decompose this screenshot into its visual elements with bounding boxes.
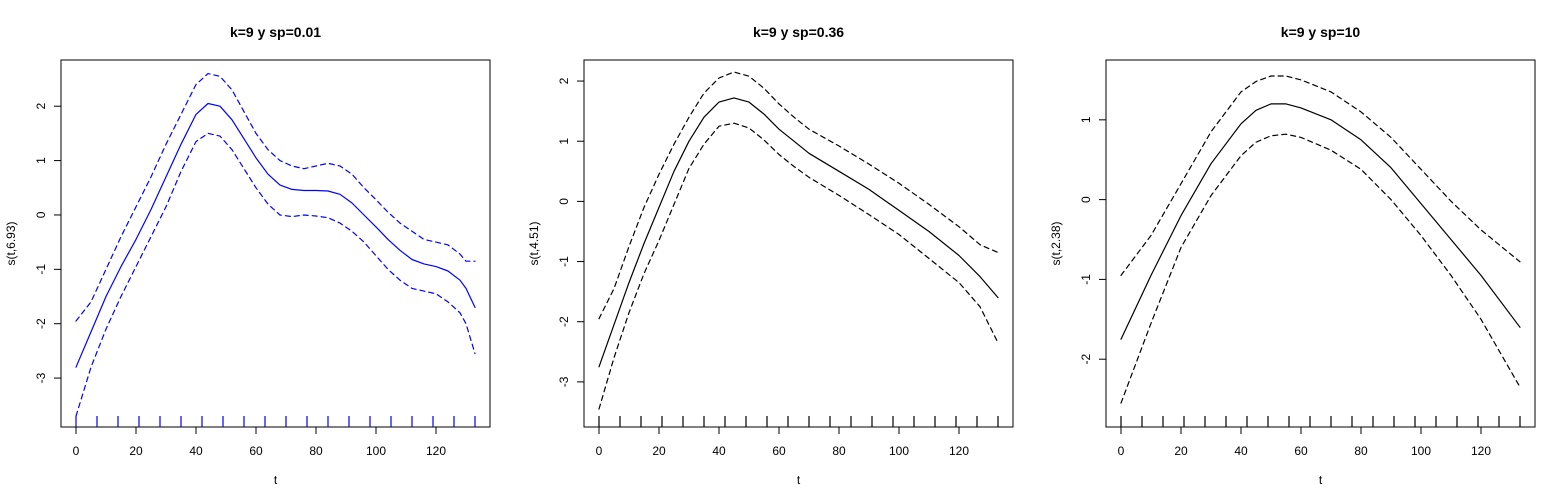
y-tick-label: -1 bbox=[557, 256, 571, 267]
y-tick-label: -1 bbox=[1079, 274, 1093, 285]
y-tick-label: 1 bbox=[34, 157, 48, 164]
x-axis-label: t bbox=[1319, 473, 1323, 487]
y-tick-label: 2 bbox=[557, 77, 571, 84]
x-tick-label: 60 bbox=[1294, 444, 1308, 458]
confidence-band-line bbox=[1120, 75, 1521, 276]
x-tick-label: 120 bbox=[426, 444, 446, 458]
x-tick-label: 20 bbox=[652, 444, 666, 458]
y-tick-label: -3 bbox=[34, 372, 48, 383]
y-tick-label: -2 bbox=[557, 316, 571, 327]
x-tick-label: 120 bbox=[949, 444, 969, 458]
x-tick-label: 80 bbox=[832, 444, 846, 458]
y-tick-label: 1 bbox=[557, 138, 571, 145]
chart-title: k=9 y sp=0.01 bbox=[230, 24, 321, 40]
confidence-band-line bbox=[75, 72, 476, 322]
x-tick-label: 100 bbox=[366, 444, 386, 458]
x-axis-label: t bbox=[797, 473, 801, 487]
x-tick-label: 40 bbox=[1234, 444, 1248, 458]
y-axis-label: s(t,6.93) bbox=[4, 221, 18, 265]
chart-title: k=9 y sp=10 bbox=[1281, 24, 1361, 40]
y-tick-label: -3 bbox=[557, 376, 571, 387]
smooth-estimate-line bbox=[1120, 103, 1521, 340]
x-tick-label: 60 bbox=[772, 444, 786, 458]
x-tick-label: 120 bbox=[1471, 444, 1491, 458]
confidence-band-line bbox=[1120, 133, 1521, 404]
y-tick-label: 2 bbox=[34, 103, 48, 110]
y-tick-label: -2 bbox=[34, 318, 48, 329]
confidence-band-line bbox=[75, 132, 476, 417]
chart-title: k=9 y sp=0.36 bbox=[753, 24, 844, 40]
panel-3: k=9 y sp=10 t s(t,2.38) 0 20 40 60 80 100 120 -2 -1… bbox=[1049, 24, 1536, 487]
y-axis-label: s(t,4.51) bbox=[527, 221, 541, 265]
x-tick-label: 40 bbox=[189, 444, 203, 458]
x-tick-label: 0 bbox=[1118, 444, 1125, 458]
y-tick-label: -1 bbox=[34, 264, 48, 275]
smooth-estimate-line bbox=[598, 97, 999, 368]
y-axis-label: s(t,2.38) bbox=[1049, 221, 1063, 265]
x-tick-label: 20 bbox=[1174, 444, 1188, 458]
smooth-estimate-line bbox=[75, 102, 476, 368]
x-tick-label: 0 bbox=[596, 444, 603, 458]
x-tick-label: 100 bbox=[889, 444, 909, 458]
y-tick-label: 0 bbox=[557, 198, 571, 205]
x-tick-label: 100 bbox=[1411, 444, 1431, 458]
y-tick-label: -2 bbox=[1079, 354, 1093, 365]
y-tick-label: 0 bbox=[34, 211, 48, 218]
x-tick-label: 40 bbox=[712, 444, 726, 458]
y-tick-label: 0 bbox=[1079, 196, 1093, 203]
confidence-band-line bbox=[598, 71, 999, 320]
confidence-band-line bbox=[598, 122, 999, 410]
y-tick-label: 1 bbox=[1079, 116, 1093, 123]
x-tick-label: 20 bbox=[129, 444, 143, 458]
plot-frame bbox=[583, 59, 1014, 428]
x-tick-label: 0 bbox=[73, 444, 80, 458]
x-tick-label: 80 bbox=[1354, 444, 1368, 458]
x-tick-label: 60 bbox=[249, 444, 263, 458]
x-tick-label: 80 bbox=[309, 444, 323, 458]
x-axis-label: t bbox=[274, 473, 278, 487]
plot-frame bbox=[60, 59, 491, 428]
